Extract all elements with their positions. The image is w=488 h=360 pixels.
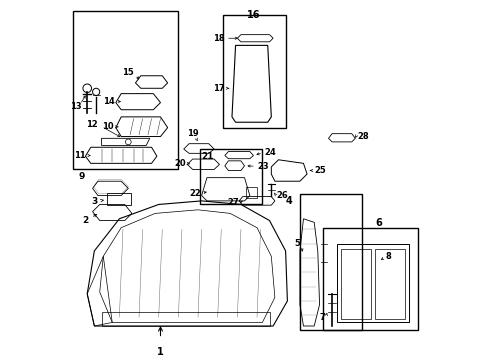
Text: 5: 5 bbox=[294, 239, 300, 248]
Text: 19: 19 bbox=[186, 129, 198, 138]
Bar bbox=[340, 249, 371, 319]
Text: 17: 17 bbox=[213, 84, 224, 93]
Text: 21: 21 bbox=[201, 152, 214, 161]
Text: 11: 11 bbox=[74, 151, 85, 160]
Text: 15: 15 bbox=[122, 68, 133, 77]
Bar bbox=[73, 12, 178, 169]
Text: 26: 26 bbox=[275, 191, 287, 200]
Text: 2: 2 bbox=[82, 216, 88, 225]
Text: 8: 8 bbox=[385, 252, 391, 261]
Text: 27: 27 bbox=[227, 198, 239, 207]
Text: 9: 9 bbox=[79, 172, 85, 181]
Bar bbox=[374, 249, 404, 319]
Text: 18: 18 bbox=[213, 34, 224, 43]
Text: 22: 22 bbox=[189, 189, 201, 198]
Text: 14: 14 bbox=[103, 97, 115, 106]
Text: 28: 28 bbox=[356, 132, 368, 141]
Bar bbox=[102, 312, 269, 326]
Text: 13: 13 bbox=[70, 102, 81, 111]
Bar bbox=[299, 194, 362, 329]
Text: 25: 25 bbox=[314, 166, 325, 175]
Text: 10: 10 bbox=[102, 122, 114, 131]
Text: 6: 6 bbox=[374, 218, 381, 228]
Bar bbox=[246, 187, 257, 198]
Bar bbox=[337, 244, 408, 323]
Text: 24: 24 bbox=[264, 148, 275, 157]
Bar bbox=[200, 149, 262, 204]
Text: 23: 23 bbox=[257, 162, 268, 171]
Text: 4: 4 bbox=[285, 196, 292, 206]
Text: 20: 20 bbox=[174, 159, 185, 168]
Bar bbox=[323, 228, 417, 329]
Text: 16: 16 bbox=[246, 10, 260, 20]
Text: 7: 7 bbox=[319, 312, 325, 321]
Text: 3: 3 bbox=[91, 197, 98, 206]
Text: 12: 12 bbox=[86, 120, 98, 129]
Bar bbox=[107, 193, 131, 205]
Text: 1: 1 bbox=[157, 347, 163, 357]
Bar bbox=[223, 15, 285, 127]
